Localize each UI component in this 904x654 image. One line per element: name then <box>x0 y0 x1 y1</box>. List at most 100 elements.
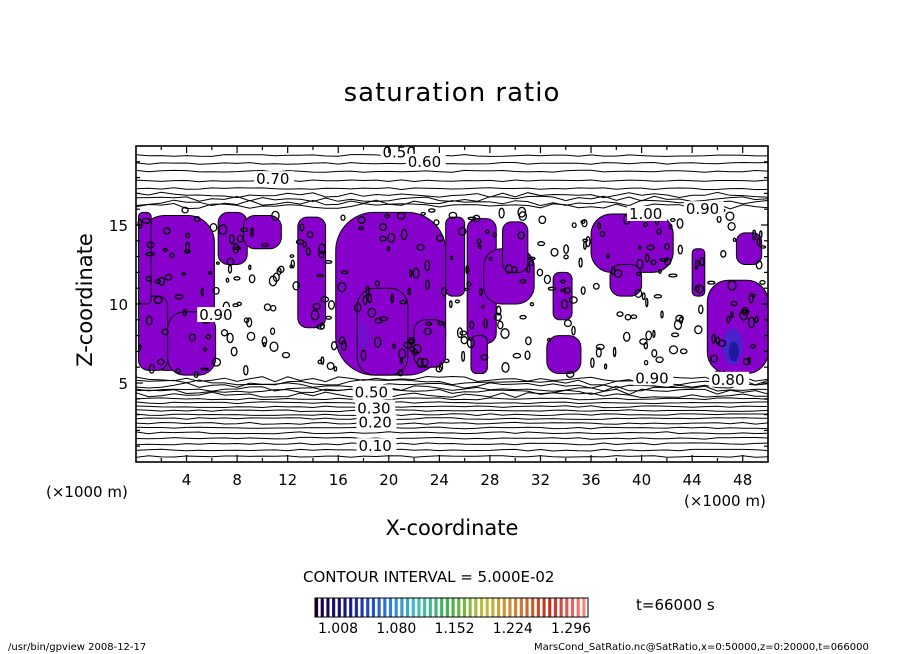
contour-cell <box>200 287 204 297</box>
contour-cell <box>668 345 679 355</box>
colorbar-segment <box>468 598 472 617</box>
contour-cell <box>517 206 527 218</box>
colorbar-segment <box>474 598 478 617</box>
contour-label-bg <box>355 400 396 416</box>
contour-cell <box>169 252 175 259</box>
contour-cell <box>550 247 559 257</box>
contour-cell <box>641 292 646 301</box>
colorbar-segment <box>559 598 563 617</box>
contour-cell <box>289 254 295 258</box>
x-axis-unit: (×1000 m) <box>684 492 766 510</box>
contour-cell <box>182 308 187 317</box>
contour-cell <box>340 270 349 275</box>
contour-cell <box>225 277 230 283</box>
contour-cell <box>420 211 426 216</box>
contour-cell <box>367 307 377 318</box>
contour-cell <box>448 211 458 220</box>
contour-cell <box>378 316 389 322</box>
contour-cell <box>354 302 362 313</box>
contour-cell <box>526 264 531 274</box>
contour-cell <box>226 332 234 344</box>
contour-cell <box>154 279 162 284</box>
contour-cell <box>669 217 676 223</box>
footer-right: MarsCond_SatRatio.nc@SatRatio,x=0:50000,… <box>534 642 869 653</box>
contour-cell <box>512 352 522 359</box>
contour-cell <box>261 336 268 347</box>
contour-line <box>136 195 768 203</box>
contour-cell <box>479 288 483 297</box>
contour-cell <box>538 215 547 225</box>
colorbar-segment <box>491 598 495 617</box>
contour-label: 1.00 <box>629 205 662 223</box>
contour-cell <box>233 246 242 250</box>
y-tick-label: 5 <box>118 375 128 393</box>
contour-cell <box>360 349 367 361</box>
colorbar-segment <box>479 598 484 617</box>
colorbar-segment <box>440 598 444 617</box>
contour-line <box>136 199 768 207</box>
contour-cell <box>305 247 311 256</box>
contour-line <box>136 154 768 157</box>
chart-title: saturation ratio <box>343 78 561 108</box>
contour-cell <box>759 279 766 285</box>
contour-cell <box>295 239 305 245</box>
contour-cell <box>233 276 241 281</box>
contour-line <box>136 413 768 417</box>
contour-cell <box>726 316 731 324</box>
colorbar-segment <box>326 598 330 617</box>
contour-cell <box>449 255 454 261</box>
colorbar-segment <box>343 598 347 617</box>
contour-cell <box>269 341 279 352</box>
x-axis-label: X-coordinate <box>385 516 519 540</box>
contour-cell <box>460 336 469 345</box>
colorbar-segment <box>320 598 324 617</box>
contour-cell <box>677 244 683 255</box>
contour-cell <box>243 364 249 376</box>
supersaturation-region <box>413 319 447 368</box>
contour-cell <box>646 244 655 251</box>
x-tick-label: 44 <box>683 471 702 489</box>
contour-cell <box>699 257 705 267</box>
colorbar-segment <box>514 598 518 617</box>
contour-cell <box>563 254 569 260</box>
contour-cell <box>756 237 761 247</box>
contour-cell <box>324 259 333 264</box>
contour-cell <box>656 227 662 235</box>
contour-line <box>136 202 768 210</box>
colorbar-segment <box>394 598 398 617</box>
contour-cell <box>472 214 481 223</box>
contour-line <box>136 442 768 446</box>
contour-cell <box>624 313 632 321</box>
contour-cell <box>582 238 589 243</box>
contour-cell <box>610 266 616 276</box>
contour-cell <box>536 268 544 277</box>
contour-cell <box>229 233 235 245</box>
x-tick-label: 40 <box>632 471 651 489</box>
contour-cell <box>519 314 527 320</box>
contour-cell <box>184 241 191 254</box>
contour-cell <box>396 211 406 220</box>
contour-line <box>136 397 768 401</box>
contour-cell <box>433 219 440 226</box>
supersaturation-region <box>167 311 217 376</box>
contour-cell <box>563 287 571 294</box>
colorbar-segment <box>315 598 319 617</box>
contour-label-bg <box>254 171 295 187</box>
contour-cell <box>260 242 269 248</box>
contour-cell <box>243 317 250 324</box>
contour-cell <box>357 216 366 224</box>
contour-cell <box>290 259 295 269</box>
contour-label-bg <box>626 205 667 221</box>
contour-cell <box>537 241 546 247</box>
contour-cell <box>158 276 166 286</box>
contour-cell <box>597 222 602 230</box>
contour-cell <box>411 349 419 356</box>
contour-cell <box>205 333 212 340</box>
contour-cell <box>365 285 370 296</box>
contour-cell <box>318 250 325 259</box>
contour-cell <box>679 348 688 355</box>
contour-line <box>136 385 768 392</box>
contour-label: 0.80 <box>711 371 744 389</box>
contour-cell <box>469 320 475 330</box>
contour-cell <box>528 260 535 266</box>
